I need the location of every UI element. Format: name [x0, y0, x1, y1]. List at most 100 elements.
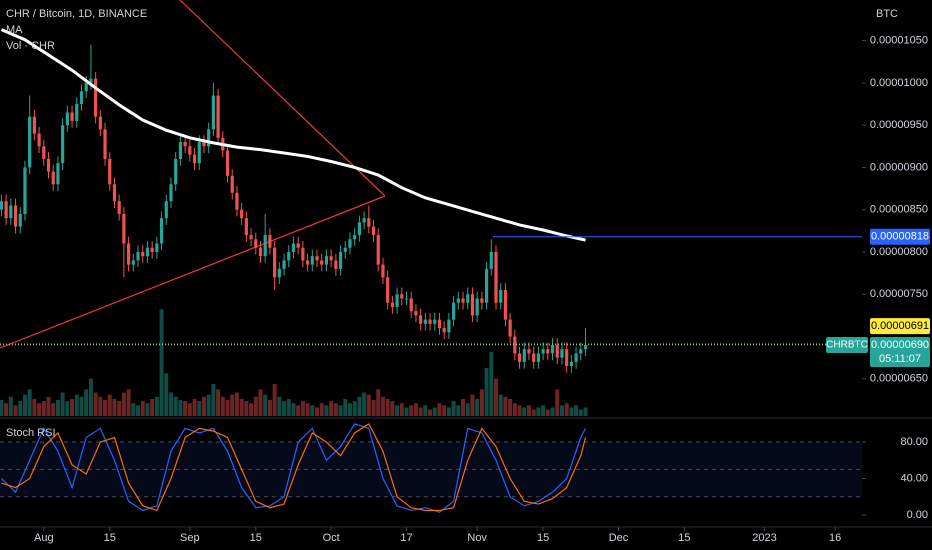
candle-body: [197, 142, 201, 164]
volume-bar: [18, 401, 23, 416]
volume-bar: [244, 401, 249, 416]
plot: [0, 28, 866, 531]
volume-bar: [432, 407, 437, 416]
x-tick-label: Oct: [323, 532, 340, 544]
candle-body: [192, 154, 197, 164]
candle-body: [103, 129, 107, 159]
candle-body: [480, 298, 484, 303]
x-tick-label: 17: [400, 532, 412, 544]
volume-bar: [319, 403, 324, 416]
candle-body: [452, 302, 456, 320]
volume-bar: [536, 407, 541, 416]
candle-body: [136, 251, 140, 261]
volume-bar: [531, 409, 536, 416]
volume-bar: [140, 401, 145, 416]
volume-bar: [395, 405, 400, 416]
volume-bar: [564, 403, 569, 416]
candle-body: [183, 142, 187, 147]
candle-body: [37, 133, 41, 147]
candle-body: [386, 277, 390, 303]
volume-bar: [258, 389, 263, 416]
volume-bar: [32, 398, 37, 416]
price-label: 0.00000818: [871, 231, 929, 243]
band-fill: [0, 442, 862, 497]
volume-bar: [112, 398, 117, 416]
candle-body: [150, 247, 154, 252]
candle-body: [202, 142, 206, 147]
volume-bar: [315, 407, 320, 416]
candle-body: [565, 349, 569, 367]
y-tick-label: 80.00: [900, 436, 928, 448]
x-tick-label: 2023: [752, 532, 776, 544]
candle-body: [28, 116, 32, 168]
candle-body: [23, 167, 27, 214]
volume-bar: [343, 398, 348, 416]
volume-bar: [583, 407, 588, 416]
candle-body: [400, 294, 404, 299]
trend-line: [0, 195, 386, 349]
candle-body: [291, 243, 296, 252]
volume-bar: [267, 400, 272, 416]
y-tick-label: 0.00000650: [870, 373, 928, 385]
y-tick-label: 40.00: [900, 472, 928, 484]
x-tick-label: 15: [537, 532, 549, 544]
volume-bar: [446, 407, 451, 416]
stoch-line: [0, 423, 587, 513]
volume-bar: [93, 392, 98, 416]
y-tick-label: 0.00000800: [870, 246, 928, 258]
volume-bar: [131, 403, 136, 416]
volume-bar: [159, 309, 164, 416]
candle-body: [211, 95, 215, 130]
volume-bar: [423, 405, 428, 416]
x-tick-label: Dec: [609, 532, 629, 544]
candle-body: [555, 344, 559, 358]
x-tick-label: 15: [250, 532, 262, 544]
volume-bar: [512, 403, 517, 416]
legend-entry: MA: [6, 24, 23, 36]
volume-bar: [282, 401, 287, 416]
candle-body: [89, 78, 93, 83]
volume-bar: [55, 400, 60, 416]
legend-entry: Vol · CHR: [6, 40, 55, 52]
candle-body: [249, 235, 253, 240]
volume-bar: [470, 394, 475, 416]
candle-body: [117, 201, 121, 214]
candle-body: [18, 213, 22, 227]
candle-body: [56, 163, 60, 185]
volume-bar: [390, 401, 395, 416]
candle-body: [334, 260, 338, 269]
candle-body: [536, 353, 540, 362]
candle-body: [371, 226, 376, 236]
candle-body: [343, 247, 347, 252]
volume-bar: [371, 400, 376, 416]
volume-bar: [168, 392, 173, 416]
volume-bar: [442, 405, 447, 416]
last-price-label: 0.00000690: [871, 339, 929, 351]
volume-bar: [98, 396, 103, 416]
candle-body: [527, 349, 531, 354]
candle-body: [9, 205, 13, 219]
volume-bar: [347, 403, 352, 416]
volume-bar: [541, 405, 546, 416]
volume-bar: [479, 389, 484, 416]
x-tick-label: Sep: [180, 532, 200, 544]
volume-bar: [37, 403, 42, 416]
candle-body: [94, 78, 98, 117]
volume-bar: [291, 403, 296, 416]
candle-body: [376, 235, 380, 265]
volume-bar: [385, 398, 390, 416]
symbol-box: [826, 336, 868, 353]
volume-bar: [555, 389, 560, 416]
y-tick-label: 0.00001000: [870, 77, 928, 89]
volume-bar: [428, 409, 433, 416]
candle-body: [296, 243, 300, 248]
candle-body: [329, 256, 333, 261]
candle-body: [310, 256, 314, 265]
candle-body: [268, 235, 272, 248]
candle-body: [569, 361, 573, 367]
candle-body: [65, 112, 69, 126]
candle-body: [541, 349, 545, 354]
candle-body: [188, 146, 192, 155]
volume-bar: [569, 407, 574, 416]
candle-body: [404, 298, 409, 300]
